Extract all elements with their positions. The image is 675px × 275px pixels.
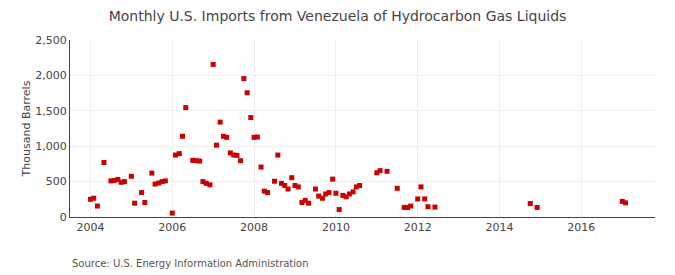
svg-text:2006: 2006 bbox=[158, 221, 186, 234]
svg-text:Thousand Barrels: Thousand Barrels bbox=[20, 80, 33, 177]
svg-text:2,000: 2,000 bbox=[35, 69, 67, 82]
svg-text:Source: U.S. Energy Informatio: Source: U.S. Energy Information Administ… bbox=[72, 258, 309, 269]
svg-text:0: 0 bbox=[60, 211, 67, 224]
svg-text:1,500: 1,500 bbox=[35, 105, 67, 118]
svg-text:500: 500 bbox=[46, 175, 67, 188]
svg-text:1,000: 1,000 bbox=[35, 140, 67, 153]
svg-text:2004: 2004 bbox=[76, 221, 104, 234]
svg-text:2012: 2012 bbox=[404, 221, 432, 234]
svg-text:2016: 2016 bbox=[567, 221, 595, 234]
svg-text:2010: 2010 bbox=[322, 221, 350, 234]
svg-text:Monthly U.S. Imports from Vene: Monthly U.S. Imports from Venezuela of H… bbox=[109, 8, 567, 24]
svg-text:2008: 2008 bbox=[240, 221, 268, 234]
svg-text:2014: 2014 bbox=[486, 221, 514, 234]
svg-text:2,500: 2,500 bbox=[35, 34, 67, 47]
